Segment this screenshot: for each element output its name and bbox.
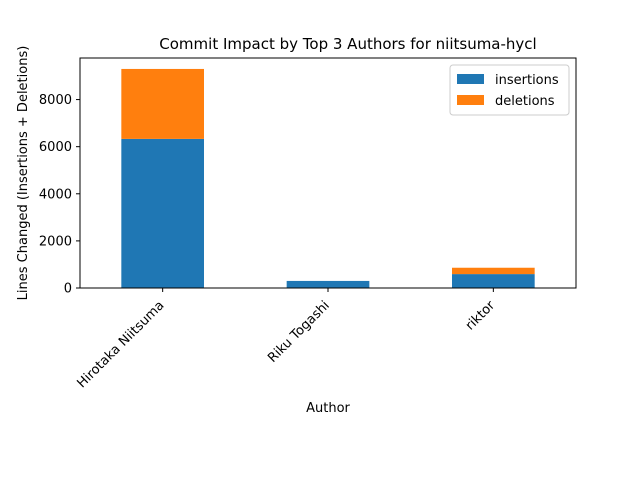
y-tick-label-3: 6000	[39, 140, 72, 155]
y-tick-label-1: 2000	[39, 234, 72, 249]
legend-swatch-insertions	[457, 74, 484, 84]
y-axis-title: Lines Changed (Insertions + Deletions)	[16, 46, 31, 301]
plot-frame	[79, 57, 577, 289]
x-axis: Hirotaka Niitsuma Riku Togashi riktor	[74, 288, 499, 391]
x-tick-label-0: Hirotaka Niitsuma	[74, 298, 167, 391]
y-tick-label-4: 8000	[39, 93, 72, 108]
legend-swatch-deletions	[457, 95, 484, 105]
legend: insertions deletions	[449, 64, 570, 116]
bars-layer	[121, 68, 535, 288]
y-axis: 0 2000 4000 6000 8000	[39, 93, 80, 297]
legend-label-deletions: deletions	[495, 94, 555, 109]
bar-insertions-2	[452, 274, 535, 288]
x-tick-label-2: riktor	[463, 298, 499, 334]
bar-deletions-2	[452, 267, 535, 275]
legend-label-insertions: insertions	[495, 73, 559, 88]
y-tick-label-2: 4000	[39, 187, 72, 202]
x-tick-label-1: Riku Togashi	[265, 298, 333, 366]
bar-insertions-1	[286, 280, 370, 288]
x-axis-title: Author	[306, 401, 350, 416]
chart-title: Commit Impact by Top 3 Authors for niits…	[159, 35, 536, 53]
bar-insertions-0	[121, 138, 204, 288]
bar-deletions-0	[121, 68, 204, 139]
y-tick-label-0: 0	[64, 282, 72, 297]
